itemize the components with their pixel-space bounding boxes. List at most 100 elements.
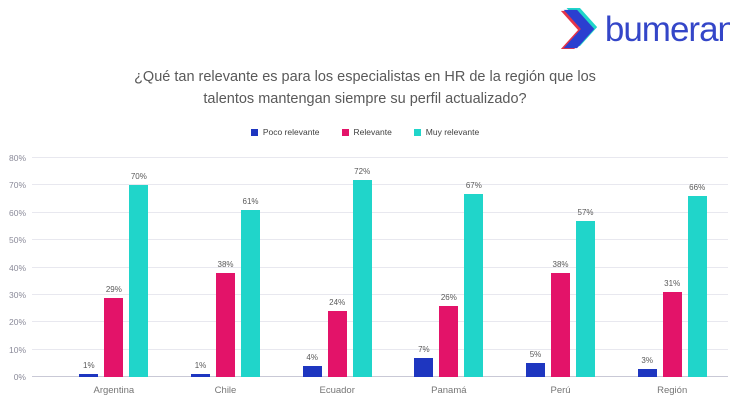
y-axis-tick-label: 80%	[8, 153, 26, 163]
x-axis-category-label: Región	[657, 385, 688, 396]
legend-label: Muy relevante	[425, 127, 480, 137]
bar	[662, 292, 682, 377]
bar	[79, 374, 99, 377]
bar-value-label: 5%	[529, 350, 542, 360]
legend-swatch-icon	[250, 128, 258, 136]
gridline	[32, 348, 728, 350]
bar	[414, 357, 434, 377]
legend-label: Poco relevante	[262, 127, 320, 137]
bar-wrap: 38%	[551, 260, 571, 377]
bar	[302, 366, 322, 377]
bumeran-logo-text: bumeran	[604, 9, 730, 49]
bar-wrap: 70%	[129, 172, 149, 377]
gridline	[32, 266, 728, 268]
bar-wrap: 5%	[526, 350, 546, 377]
bar-value-label: 24%	[329, 298, 346, 308]
y-axis-tick-label: 20%	[8, 317, 26, 328]
bar-value-label: 29%	[105, 284, 122, 294]
bar-wrap: 67%	[464, 181, 484, 377]
bar-wrap: 24%	[327, 298, 347, 377]
bar-wrap: 72%	[352, 167, 372, 377]
bar-value-label: 67%	[465, 180, 482, 190]
bar-value-label: 38%	[217, 259, 234, 269]
bar-wrap: 3%	[637, 356, 657, 377]
bar-wrap: 57%	[576, 208, 596, 377]
legend-item: Poco relevante	[250, 127, 320, 137]
plot-area: 1% 29% 70% Argentina 1% 38% 61% Chile 4% 24% 72% Ec…	[32, 157, 728, 396]
gridline	[32, 239, 728, 241]
gridline	[32, 293, 728, 295]
bar	[352, 179, 372, 377]
y-axis: 0% 10% 20% 30% 40% 50% 60% 70% 80%	[4, 153, 32, 382]
bar	[576, 220, 596, 377]
bar-value-label: 7%	[418, 344, 430, 354]
y-axis-tick-label: 60%	[8, 207, 26, 218]
bars-row: 4% 24% 72%	[302, 158, 372, 377]
bar	[464, 193, 484, 377]
bar-value-label: 26%	[440, 292, 457, 302]
bar-group: 4% 24% 72% Ecuador	[281, 158, 393, 396]
bar-wrap: 26%	[439, 293, 459, 377]
bar-value-label: 1%	[83, 361, 95, 371]
bar-wrap: 31%	[662, 279, 682, 377]
bars-row: 7% 26% 67%	[414, 158, 484, 377]
bar	[637, 368, 657, 377]
y-axis-tick-label: 30%	[8, 289, 26, 300]
bar-value-label: 38%	[552, 259, 569, 269]
chart-legend: Poco relevante Relevante Muy relevante	[0, 127, 730, 137]
bar-value-label: 1%	[194, 361, 207, 371]
bars-row: 1% 29% 70%	[79, 158, 149, 377]
bar	[129, 185, 149, 377]
gridline	[32, 376, 728, 377]
legend-label: Relevante	[353, 127, 392, 137]
bar-wrap: 4%	[302, 353, 322, 377]
bar-wrap: 1%	[79, 361, 99, 377]
bar-value-label: 72%	[354, 166, 371, 176]
bar-group: 7% 26% 67% Panamá	[393, 158, 505, 396]
bar	[327, 311, 347, 377]
x-axis-category-label: Panamá	[431, 385, 467, 396]
bar	[439, 305, 459, 377]
bar-value-label: 61%	[242, 197, 259, 207]
bumeran-logo: bumeran	[558, 7, 730, 51]
bar-group: 1% 38% 61% Chile	[170, 158, 282, 396]
gridline	[32, 184, 728, 186]
legend-item: Relevante	[341, 127, 392, 137]
bar	[687, 196, 707, 377]
bar-value-label: 31%	[664, 279, 681, 289]
bar	[526, 363, 546, 377]
bars-row: 1% 38% 61%	[191, 158, 260, 377]
chart-area: 0% 10% 20% 30% 40% 50% 60% 70% 80% 1% 29% 70% Argen…	[4, 153, 728, 396]
bar	[191, 374, 210, 377]
legend-item: Muy relevante	[413, 127, 480, 137]
bars-row: 5% 38% 57%	[526, 158, 596, 377]
bar-wrap: 29%	[104, 285, 124, 377]
bumeran-logo-icon	[560, 8, 597, 50]
bar-wrap: 7%	[414, 345, 434, 377]
y-axis-tick-label: 50%	[8, 235, 26, 246]
gridline	[32, 321, 728, 323]
bars-row: 3% 31% 66%	[637, 158, 707, 377]
y-axis-tick-label: 10%	[8, 344, 26, 355]
gridline	[32, 211, 728, 213]
bar-group: 1% 29% 70% Argentina	[58, 158, 170, 396]
x-axis-category-label: Ecuador	[319, 385, 355, 396]
bar	[216, 272, 235, 377]
bar	[241, 210, 260, 377]
bar-wrap: 66%	[687, 183, 707, 377]
bar	[104, 297, 124, 377]
x-axis-category-label: Chile	[214, 385, 237, 396]
y-axis-tick-label: 70%	[8, 180, 26, 191]
x-axis-category-label: Argentina	[93, 385, 135, 396]
bar-group: 5% 38% 57% Perú	[505, 158, 617, 396]
bar-wrap: 38%	[216, 260, 235, 377]
legend-swatch-icon	[341, 128, 349, 136]
bar-value-label: 57%	[577, 207, 594, 217]
legend-swatch-icon	[413, 128, 421, 136]
bar-value-label: 4%	[306, 353, 318, 363]
y-axis-tick-label: 40%	[8, 262, 26, 273]
bar-wrap: 61%	[241, 197, 260, 377]
y-axis-tick-label: 0%	[13, 372, 26, 382]
bar	[551, 272, 571, 377]
bar-wrap: 1%	[191, 361, 210, 377]
